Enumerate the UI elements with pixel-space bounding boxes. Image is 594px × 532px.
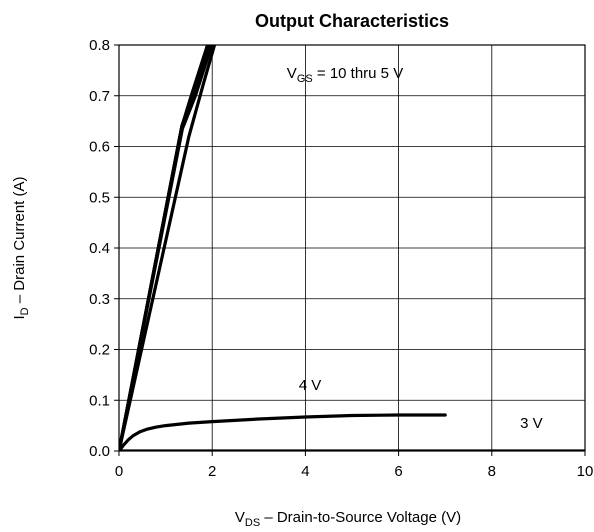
x-axis-label-main: V bbox=[235, 509, 245, 526]
y-axis-label-rest: – Drain Current (A) bbox=[11, 177, 28, 308]
y-tick-label: 0.3 bbox=[89, 291, 110, 308]
y-tick-label: 0.4 bbox=[89, 240, 110, 257]
x-axis-label: VDS – Drain-to-Source Voltage (V) bbox=[235, 509, 461, 527]
curve-label-main: 3 V bbox=[520, 415, 543, 432]
x-axis-label-subscript: DS bbox=[245, 517, 260, 527]
chart-title: Output Characteristics bbox=[255, 11, 449, 31]
y-tick-label: 0.1 bbox=[89, 392, 110, 409]
curve-label-subscript: GS bbox=[297, 73, 313, 85]
y-axis-label: ID – Drain Current (A) bbox=[11, 177, 31, 320]
x-axis-label-rest: – Drain-to-Source Voltage (V) bbox=[260, 509, 461, 526]
x-tick-label: 0 bbox=[115, 463, 123, 480]
tick-layer: 0 2 4 6 8 10 0.0 0.1 0.2 0.3 0.4 0.5 0.6 0.7 0.8 bbox=[89, 37, 593, 480]
curve-label-main: 4 V bbox=[299, 377, 322, 394]
series-layer bbox=[119, 45, 585, 451]
y-tick-label: 0.2 bbox=[89, 342, 110, 359]
x-tick-label: 10 bbox=[577, 463, 594, 480]
y-tick-label: 0.7 bbox=[89, 88, 110, 105]
curve-label-main: V bbox=[287, 65, 297, 82]
curve-label-rest: = 10 thru 5 V bbox=[313, 65, 403, 82]
curve-label: 3 V bbox=[520, 415, 543, 432]
x-tick-label: 4 bbox=[301, 463, 309, 480]
series-line-6v bbox=[119, 45, 214, 451]
series-line-5v bbox=[119, 45, 217, 451]
x-tick-label: 2 bbox=[208, 463, 216, 480]
curve-label: VGS = 10 thru 5 V bbox=[287, 65, 403, 85]
y-tick-label: 0.0 bbox=[89, 443, 110, 460]
y-axis-label-subscript: D bbox=[19, 307, 31, 315]
y-tick-label: 0.8 bbox=[89, 37, 110, 54]
y-tick-label: 0.6 bbox=[89, 139, 110, 156]
series-line-4v bbox=[119, 413, 447, 451]
x-tick-label: 6 bbox=[394, 463, 402, 480]
curve-label: 4 V bbox=[299, 377, 322, 394]
y-axis-label-main: I bbox=[11, 315, 28, 319]
y-tick-label: 0.5 bbox=[89, 189, 110, 206]
annotation-layer: VGS = 10 thru 5 V 4 V 3 V bbox=[287, 65, 543, 432]
x-tick-label: 8 bbox=[488, 463, 496, 480]
